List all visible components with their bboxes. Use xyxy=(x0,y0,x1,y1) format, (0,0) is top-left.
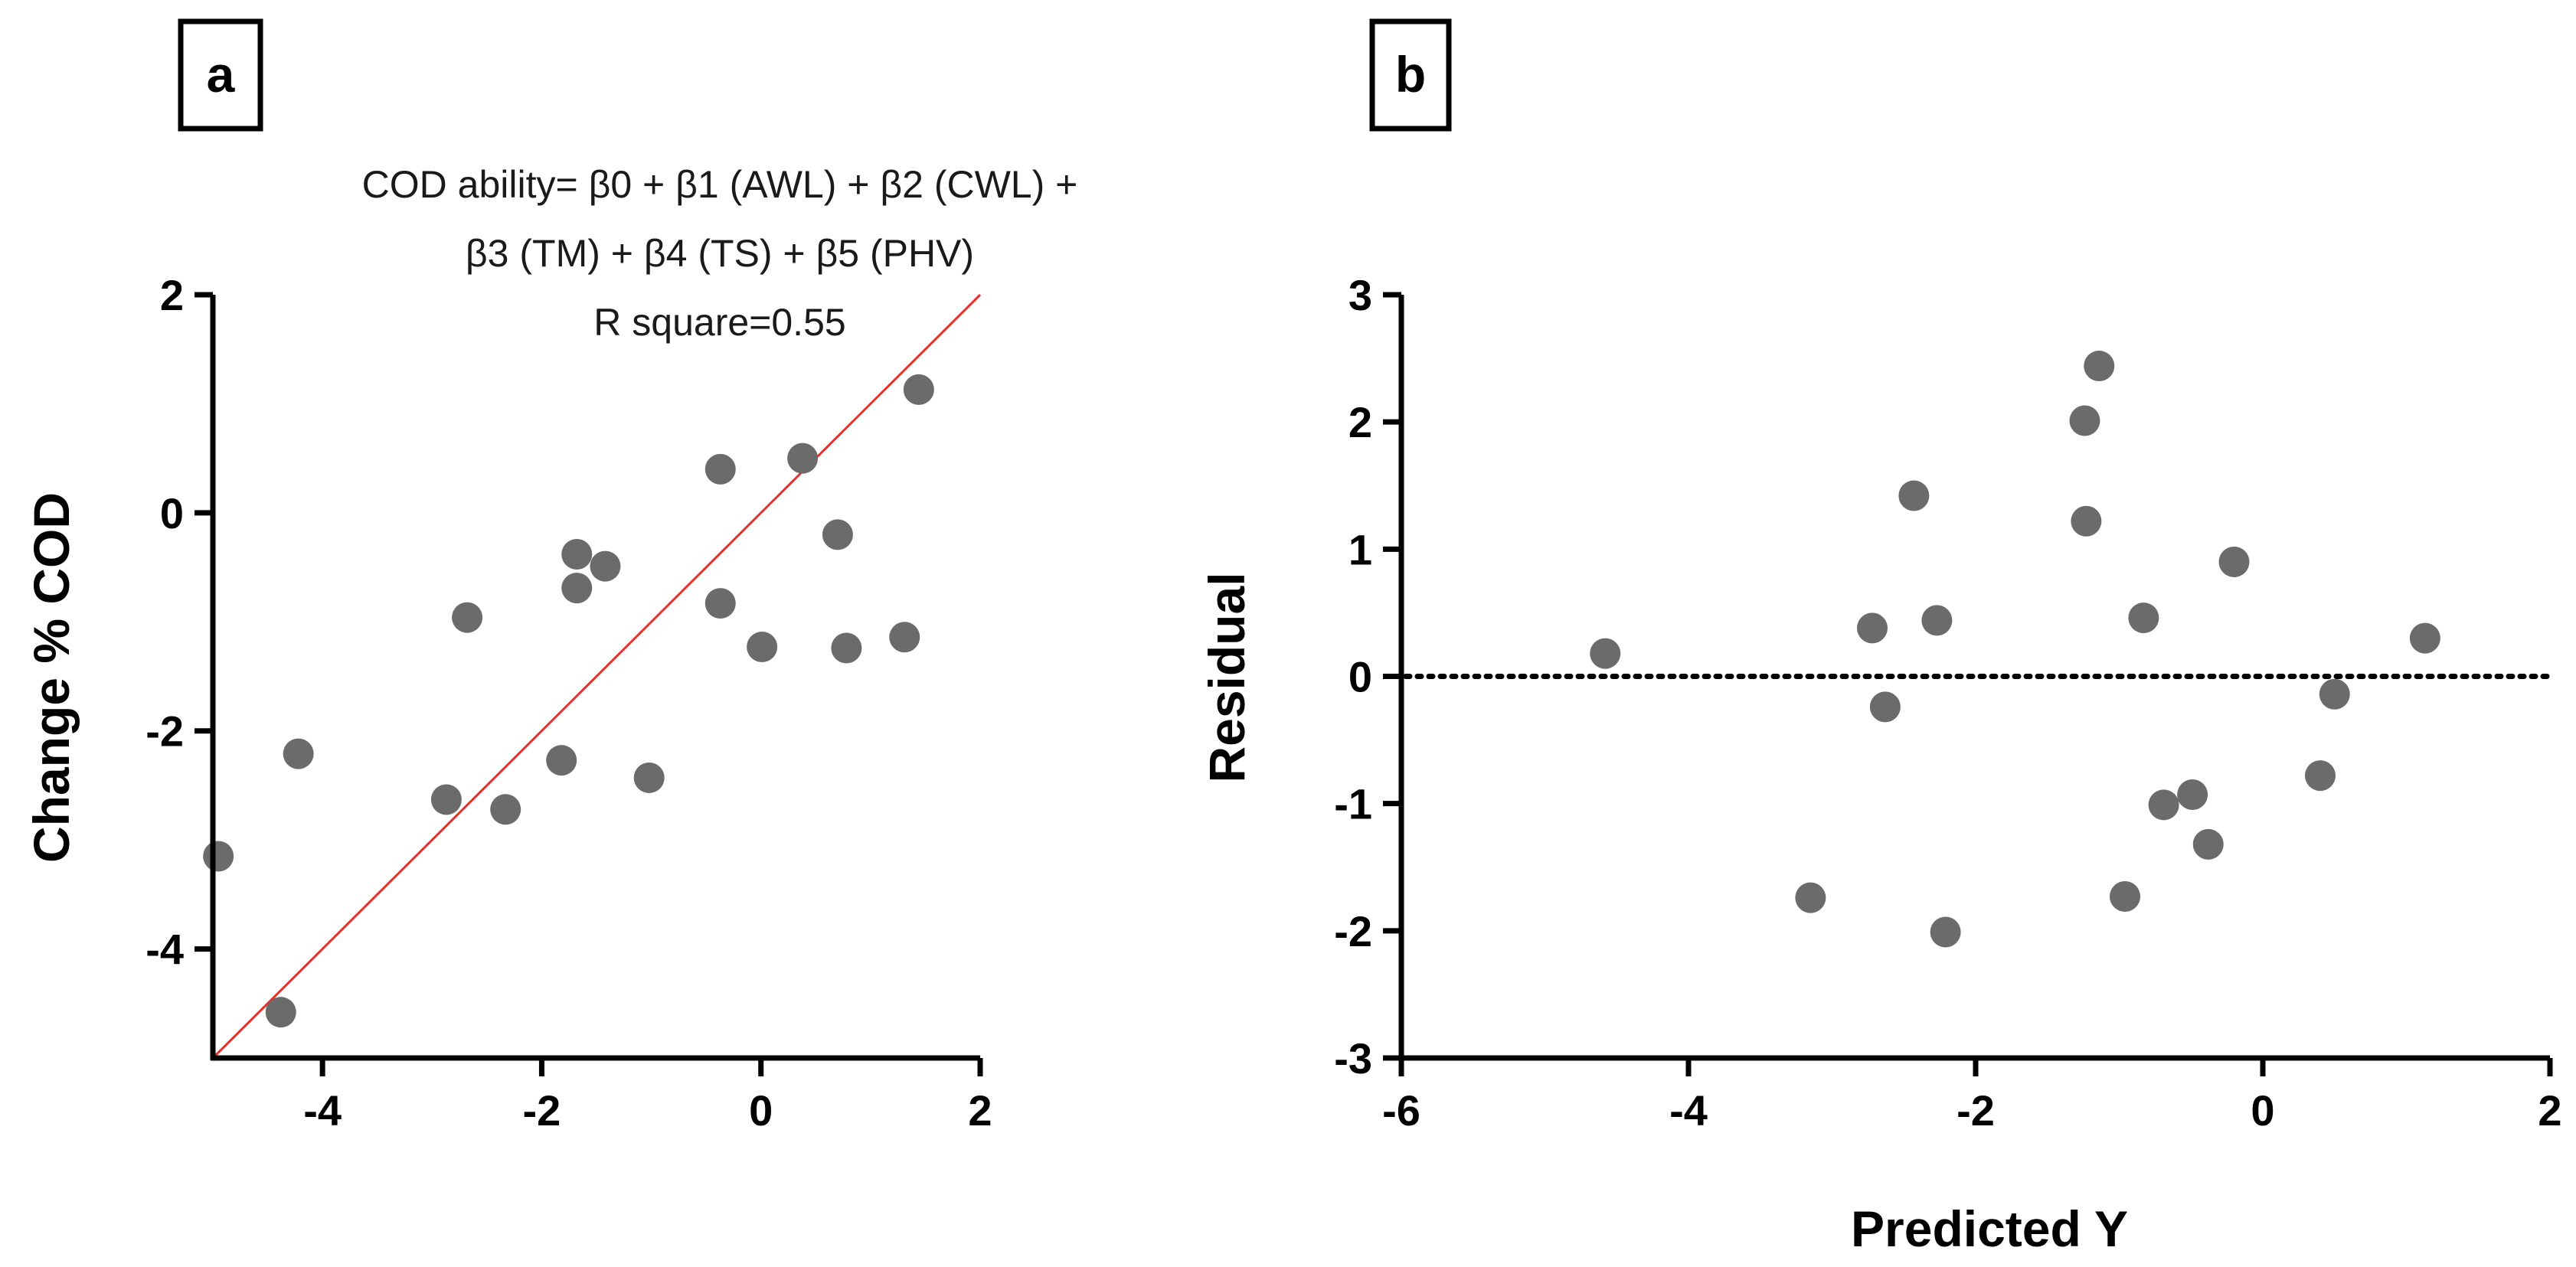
panel-b-y-ticks: -3 -2 -1 0 1 2 3 xyxy=(1334,271,1401,1083)
panel-b: b -3 -2 -1 0 1 2 3 -6 -4 xyxy=(1198,18,2562,1257)
y-tick-label: 1 xyxy=(1348,525,1372,573)
data-point xyxy=(2192,828,2224,860)
equation-line-3: R square=0.55 xyxy=(593,301,845,344)
data-point xyxy=(2071,505,2102,537)
y-tick-label: 2 xyxy=(1348,398,1372,446)
data-point xyxy=(265,997,296,1028)
y-tick-label: 2 xyxy=(160,271,184,319)
data-point xyxy=(1898,480,1930,511)
data-point xyxy=(1921,605,1953,636)
data-point xyxy=(1869,691,1901,723)
panel-a-y-axis-title: Change % COD xyxy=(23,492,80,863)
data-point xyxy=(546,745,577,776)
equation-line-2: β3 (TM) + β4 (TS) + β5 (PHV) xyxy=(466,232,974,275)
panel-b-points xyxy=(1590,351,2440,948)
x-tick-label: -4 xyxy=(303,1086,342,1135)
x-tick-label: 0 xyxy=(2251,1086,2274,1135)
equation-line-1: COD ability= β0 + β1 (AWL) + β2 (CWL) + xyxy=(362,163,1078,206)
data-point xyxy=(561,538,593,570)
panel-b-x-axis-title: Predicted Y xyxy=(1851,1200,2128,1257)
x-tick-label: 2 xyxy=(968,1086,992,1135)
y-tick-label: -2 xyxy=(145,707,184,756)
panel-a-label-box xyxy=(178,18,263,132)
panel-b-label: b xyxy=(1395,46,1426,103)
data-point xyxy=(1590,638,1621,669)
x-tick-label: 2 xyxy=(2538,1086,2561,1135)
data-point xyxy=(831,632,862,664)
data-point xyxy=(1795,882,1826,913)
data-point xyxy=(889,622,920,653)
data-point xyxy=(2218,546,2250,577)
data-point xyxy=(2069,405,2100,436)
panel-a: a COD ability= β0 + β1 (AWL) + β2 (CWL) … xyxy=(23,18,1078,1135)
data-point xyxy=(1857,612,1888,644)
data-point xyxy=(590,550,621,582)
data-point xyxy=(704,453,736,485)
x-tick-label: -2 xyxy=(1957,1086,1995,1135)
data-point xyxy=(2128,602,2159,634)
y-tick-label: 3 xyxy=(1348,271,1372,319)
data-point xyxy=(561,573,593,604)
panel-b-x-ticks: -6 -4 -2 0 2 xyxy=(1382,1058,2562,1135)
panel-b-label-box xyxy=(1369,18,1452,132)
y-tick-label: 0 xyxy=(160,489,184,537)
data-point xyxy=(747,632,778,663)
data-point xyxy=(2305,760,2336,792)
x-tick-label: -4 xyxy=(1669,1086,1708,1135)
data-point xyxy=(2319,678,2350,710)
y-tick-label: 0 xyxy=(1348,653,1372,701)
panel-a-points xyxy=(203,374,934,1028)
panel-b-y-axis-title: Residual xyxy=(1198,572,1255,782)
data-point xyxy=(452,602,483,633)
data-point xyxy=(704,588,736,619)
y-tick-label: -1 xyxy=(1334,780,1372,828)
x-tick-label: -2 xyxy=(523,1086,561,1135)
data-point xyxy=(283,738,314,769)
data-point xyxy=(430,784,462,815)
y-tick-label: -2 xyxy=(1334,907,1372,955)
data-point xyxy=(633,762,665,793)
panel-a-x-ticks: -4 -2 0 2 xyxy=(303,1058,992,1135)
data-point xyxy=(490,794,521,825)
y-tick-label: -4 xyxy=(145,926,184,974)
data-point xyxy=(787,442,819,474)
x-tick-label: 0 xyxy=(749,1086,773,1135)
data-point xyxy=(2084,351,2115,382)
data-point xyxy=(2148,789,2179,821)
data-point xyxy=(1930,916,1961,948)
reference-line xyxy=(211,293,982,1060)
data-point xyxy=(203,841,234,872)
data-point xyxy=(822,519,853,550)
y-tick-label: -3 xyxy=(1334,1034,1372,1083)
data-point xyxy=(2409,622,2440,654)
panel-a-y-ticks: -4 -2 0 2 xyxy=(145,271,213,974)
panel-a-label: a xyxy=(207,46,236,103)
data-point xyxy=(2177,779,2208,811)
x-tick-label: -6 xyxy=(1382,1086,1420,1135)
data-point xyxy=(2110,880,2140,912)
data-point xyxy=(903,374,934,405)
